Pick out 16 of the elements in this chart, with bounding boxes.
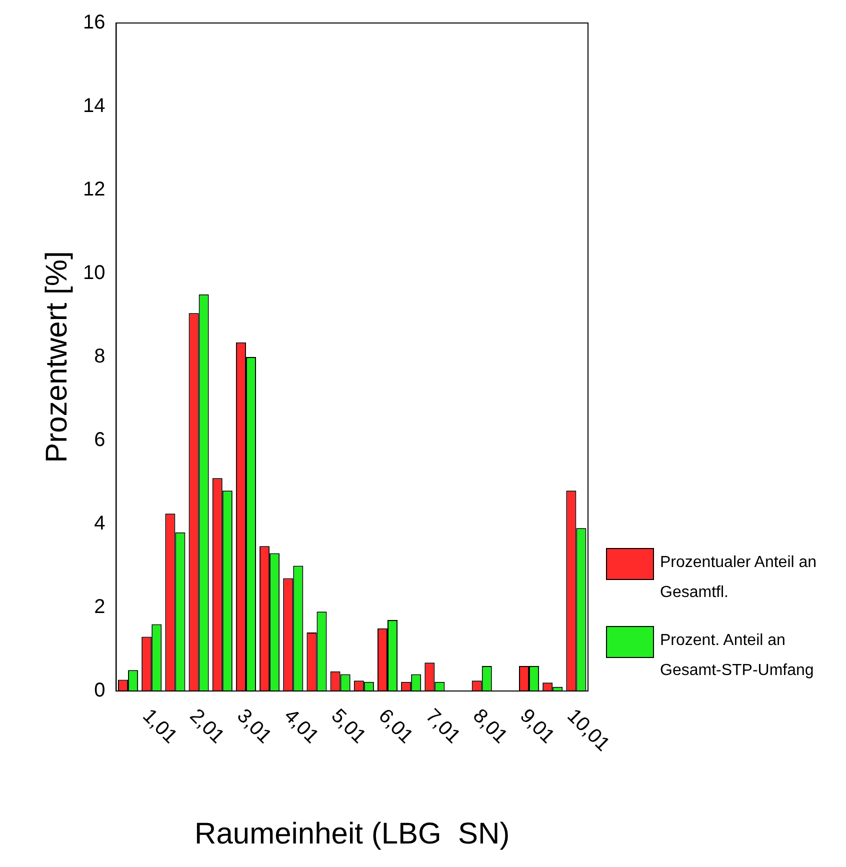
x-tick-label: 4,01 <box>280 704 323 748</box>
y-tick-label: 2 <box>94 596 106 618</box>
y-tick-label: 12 <box>82 178 106 201</box>
y-tick-label: 16 <box>82 12 106 34</box>
legend-label: Prozentualer Anteil an Gesamtfl. <box>660 553 818 603</box>
x-tick-label: 1,01 <box>138 704 182 748</box>
y-tick-label: 6 <box>94 429 106 452</box>
y-tick-label: 4 <box>94 512 106 535</box>
x-tick-label: 6,01 <box>374 704 418 748</box>
y-axis-title: Prozentwert [%] <box>40 251 74 463</box>
x-axis-title: Raumeinheit (LBG SN) <box>194 817 510 850</box>
y-tick-label: 10 <box>82 262 106 284</box>
y-tick-label: 14 <box>82 95 106 118</box>
legend-label: Prozent. Anteil an Gesamt-STP-Umfang <box>660 631 815 681</box>
y-tick-label: 8 <box>94 346 106 368</box>
y-tick-label: 0 <box>94 680 106 702</box>
